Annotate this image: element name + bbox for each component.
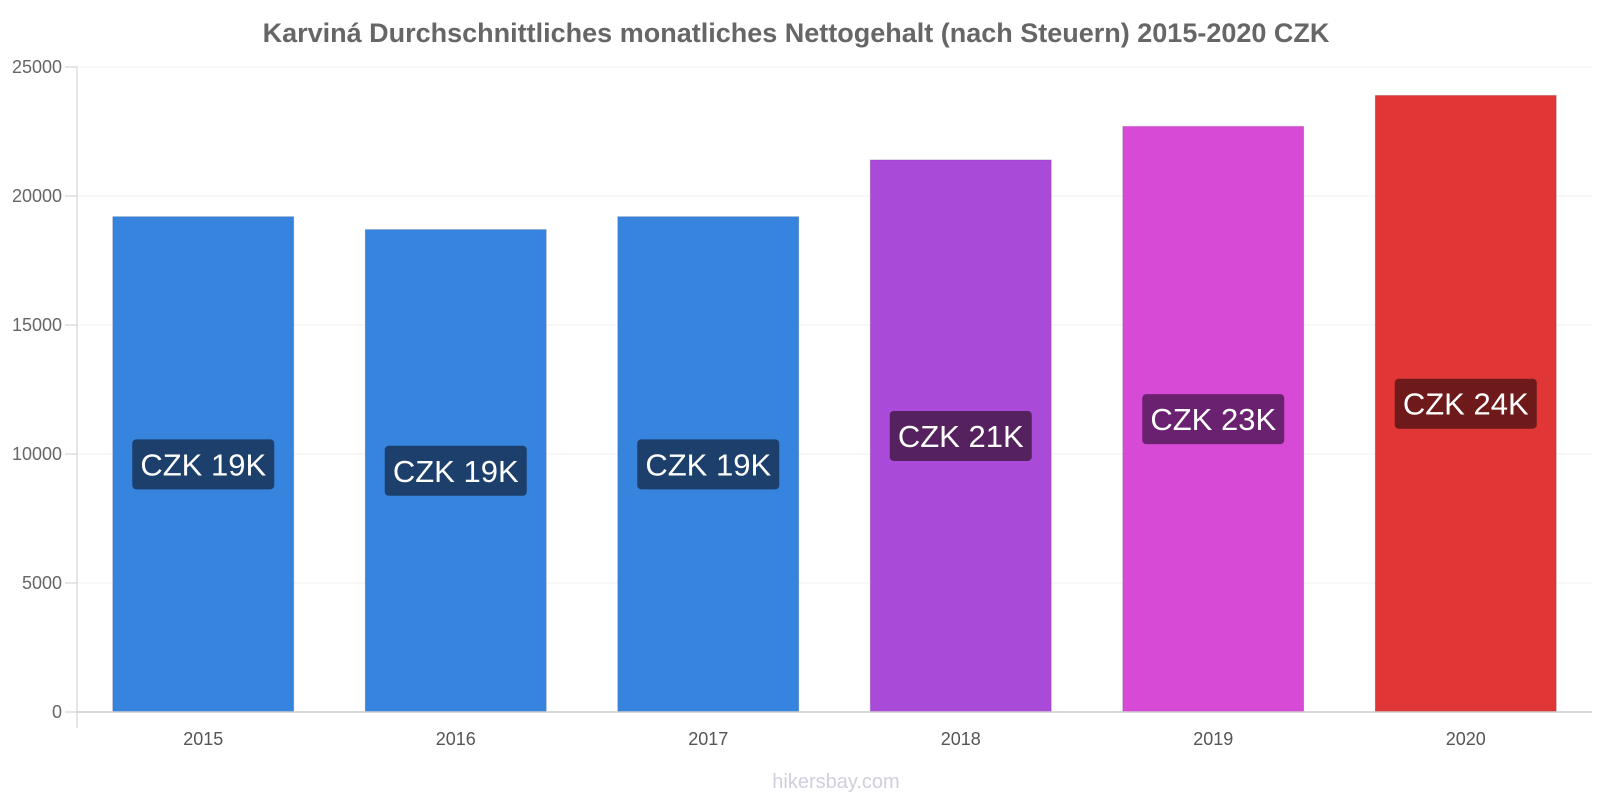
data-label-box [1142, 394, 1285, 445]
y-tick-label: 20000 [12, 186, 62, 206]
x-tick-label: 2016 [436, 729, 476, 749]
watermark-text: hikersbay.com [772, 771, 899, 793]
data-label: CZK 19K [645, 447, 771, 482]
data-label: CZK 19K [140, 447, 266, 482]
data-label-box [1394, 378, 1537, 429]
y-tick-label: 15000 [12, 315, 62, 335]
data-label-box [384, 445, 527, 496]
y-axis: 0 5000 10000 15000 20000 25000 [12, 57, 78, 728]
data-label: CZK 19K [393, 454, 519, 489]
x-tick-label: 2020 [1446, 729, 1486, 749]
x-axis: 2015 2016 2017 2018 2019 2020 [77, 711, 1592, 749]
data-label-box [889, 410, 1032, 461]
x-tick-label: 2017 [688, 729, 728, 749]
x-tick-label: 2015 [183, 729, 223, 749]
data-label: CZK 24K [1403, 387, 1529, 422]
grid-lines [77, 66, 1592, 584]
data-label-box [637, 439, 780, 490]
y-tick-label: 25000 [12, 57, 62, 77]
y-tick-label: 10000 [12, 444, 62, 464]
x-tick-label: 2019 [1193, 729, 1233, 749]
y-tick-label: 5000 [22, 573, 62, 593]
data-label-box [132, 439, 275, 490]
bars [112, 94, 1557, 713]
chart-title: Karviná Durchschnittliches monatliches N… [263, 18, 1330, 48]
x-tick-label: 2018 [941, 729, 981, 749]
y-tick-label: 0 [52, 702, 62, 722]
data-label: CZK 21K [898, 419, 1024, 454]
data-label: CZK 23K [1150, 402, 1276, 437]
data-labels: CZK 19K CZK 19K CZK 19K CZK 21K CZK 23K CZK 2… [132, 378, 1537, 496]
